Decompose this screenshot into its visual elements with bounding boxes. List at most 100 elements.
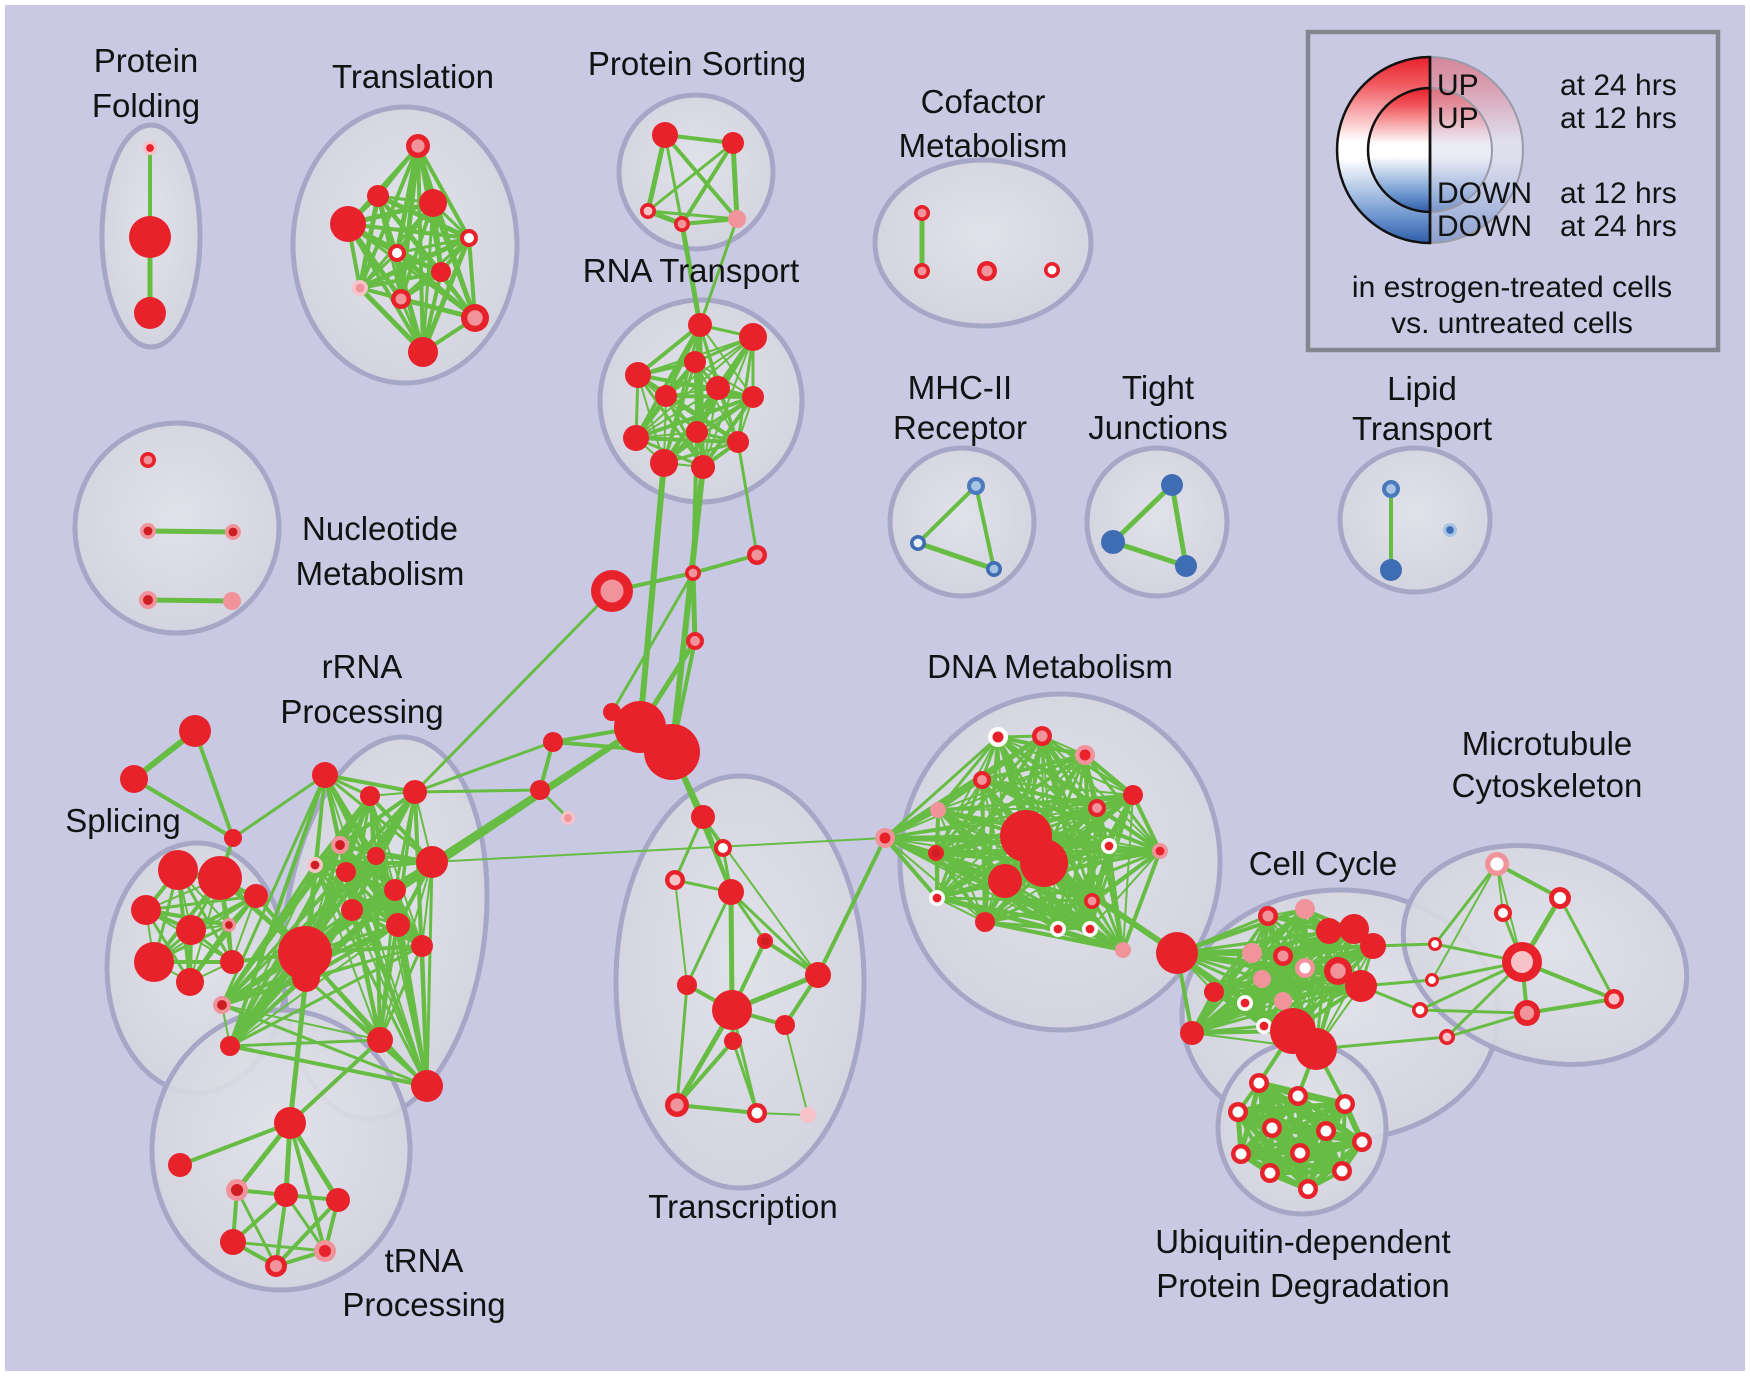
node-core (1428, 976, 1436, 984)
cluster-label-lipid-transport: Lipid Transport (1352, 370, 1492, 447)
node (800, 1107, 816, 1123)
edge (274, 1198, 340, 1268)
edge (144, 894, 258, 912)
edge (220, 976, 308, 1007)
edge (936, 793, 1135, 812)
edge (983, 849, 1162, 924)
node (120, 765, 148, 793)
cluster-ellipse-mhc-ii-receptor (887, 445, 1037, 599)
edge (669, 464, 706, 755)
node-core (718, 843, 728, 853)
labels-layer: Protein Folding Translation Protein Sorting… (65, 42, 1642, 1323)
edge (1235, 1101, 1348, 1115)
node (1123, 785, 1143, 805)
node (684, 351, 706, 373)
node (411, 1070, 443, 1102)
node (677, 975, 697, 995)
node-core (1608, 993, 1620, 1005)
node-core (230, 1183, 244, 1197)
node-core (917, 266, 927, 276)
cluster-label-splicing: Splicing (65, 802, 181, 839)
edge (662, 395, 755, 465)
cluster-label-microtubule-cytoskeleton: Microtubule Cytoskeleton (1452, 725, 1643, 804)
edge (413, 788, 542, 794)
edge (698, 217, 739, 327)
node (1101, 530, 1125, 554)
node-core (1553, 891, 1567, 905)
node (652, 122, 678, 148)
node (411, 935, 433, 957)
node (718, 879, 744, 905)
edge (431, 837, 886, 863)
node (975, 912, 995, 932)
edge (916, 484, 978, 545)
node-core (310, 860, 320, 870)
node-core (225, 921, 233, 929)
edge (702, 336, 754, 468)
edge (736, 440, 759, 557)
edge (1175, 907, 1307, 955)
edge (680, 141, 735, 226)
node-core (1519, 1005, 1535, 1021)
edge (664, 394, 755, 399)
node (644, 724, 700, 780)
node (805, 962, 831, 988)
edge (981, 779, 1134, 796)
cluster-ellipse-tight-junctions (1084, 445, 1230, 599)
edge (235, 1188, 278, 1268)
node-core (1235, 1148, 1247, 1160)
node-core (227, 596, 237, 606)
node (1360, 933, 1386, 959)
edge (674, 879, 688, 986)
edge (980, 753, 1087, 782)
node (712, 990, 752, 1030)
node-core (1339, 1098, 1351, 1110)
cluster-label-dna-metabolism: DNA Metabolism (927, 648, 1173, 685)
node-core (1262, 910, 1274, 922)
edge (1091, 900, 1124, 951)
node (220, 1229, 246, 1255)
edge (1110, 539, 1189, 569)
edge (1121, 849, 1162, 952)
node-core (1053, 924, 1063, 934)
node (1345, 970, 1377, 1002)
node-core (690, 636, 700, 646)
edge (313, 863, 429, 1088)
legend-time: at 12 hrs (1560, 102, 1677, 135)
node-core (1264, 1167, 1276, 1179)
node-core (1442, 1032, 1452, 1042)
node (274, 1183, 298, 1207)
node (244, 884, 268, 908)
cluster-ellipse-cofactor-metabolism (872, 157, 1094, 329)
edge (646, 209, 739, 221)
node-core (146, 144, 154, 152)
cluster-ellipse-lipid-transport (1337, 445, 1493, 595)
node (367, 1027, 393, 1053)
node-core (1036, 730, 1048, 742)
edge (915, 540, 997, 572)
node (220, 950, 244, 974)
legend-direction: DOWN (1437, 210, 1532, 243)
node-core (1087, 896, 1097, 906)
node (543, 732, 563, 752)
node (326, 1188, 350, 1212)
edge (1041, 735, 1161, 852)
edge (637, 460, 667, 730)
edge (346, 222, 471, 240)
node-core (1330, 963, 1346, 979)
node (623, 425, 649, 451)
node-core (670, 1098, 684, 1112)
edge (358, 270, 443, 290)
node-core (228, 527, 238, 537)
node-core (335, 840, 345, 850)
node (930, 802, 946, 818)
node-core (467, 310, 483, 326)
edge (883, 836, 939, 900)
edge (420, 944, 429, 1088)
edge (680, 217, 739, 226)
cluster-label-protein-folding: Protein Folding (92, 42, 200, 124)
node (384, 879, 406, 901)
node (1161, 474, 1183, 496)
edge (610, 571, 695, 714)
node-core (1240, 998, 1250, 1008)
